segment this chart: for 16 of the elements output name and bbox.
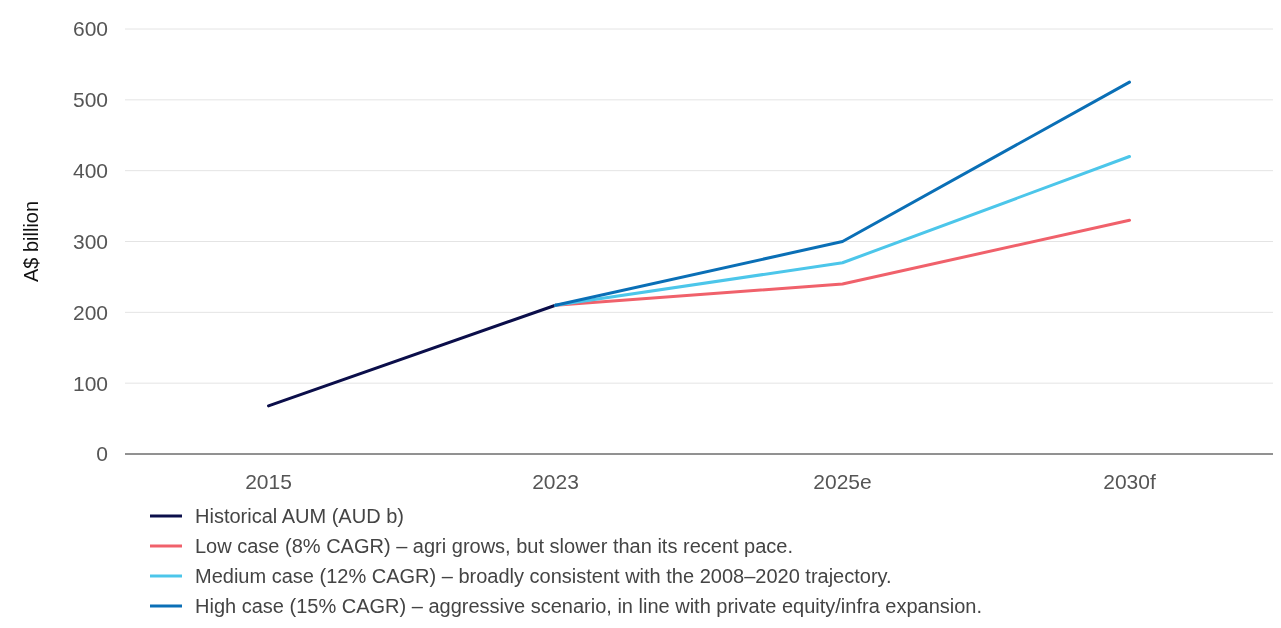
- x-tick-label: 2023: [532, 470, 579, 493]
- legend-label: High case (15% CAGR) – aggressive scenario, in line with private equity/infra expansion.: [195, 595, 983, 617]
- x-tick-label: 2030f: [1103, 470, 1156, 493]
- y-tick-label: 500: [72, 88, 108, 112]
- x-tick-label: 2025e: [813, 470, 872, 493]
- legend-label: Historical AUM (AUD b): [195, 505, 404, 527]
- legend-label: Low case (8% CAGR) – agri grows, but slower than its recent pace.: [195, 535, 794, 557]
- legend-label: Medium case (12% CAGR) – broadly consistent with the 2008–2020 trajectory.: [195, 565, 892, 587]
- y-axis-title: A$ billion: [20, 200, 42, 283]
- y-tick-label: 400: [72, 159, 108, 183]
- y-tick-label: 200: [72, 300, 108, 324]
- y-tick-label: 0: [96, 442, 108, 466]
- y-tick-label: 100: [72, 371, 108, 395]
- y-tick-label: 300: [72, 229, 108, 253]
- y-tick-label: 600: [72, 17, 108, 41]
- x-tick-label: 2015: [245, 470, 292, 493]
